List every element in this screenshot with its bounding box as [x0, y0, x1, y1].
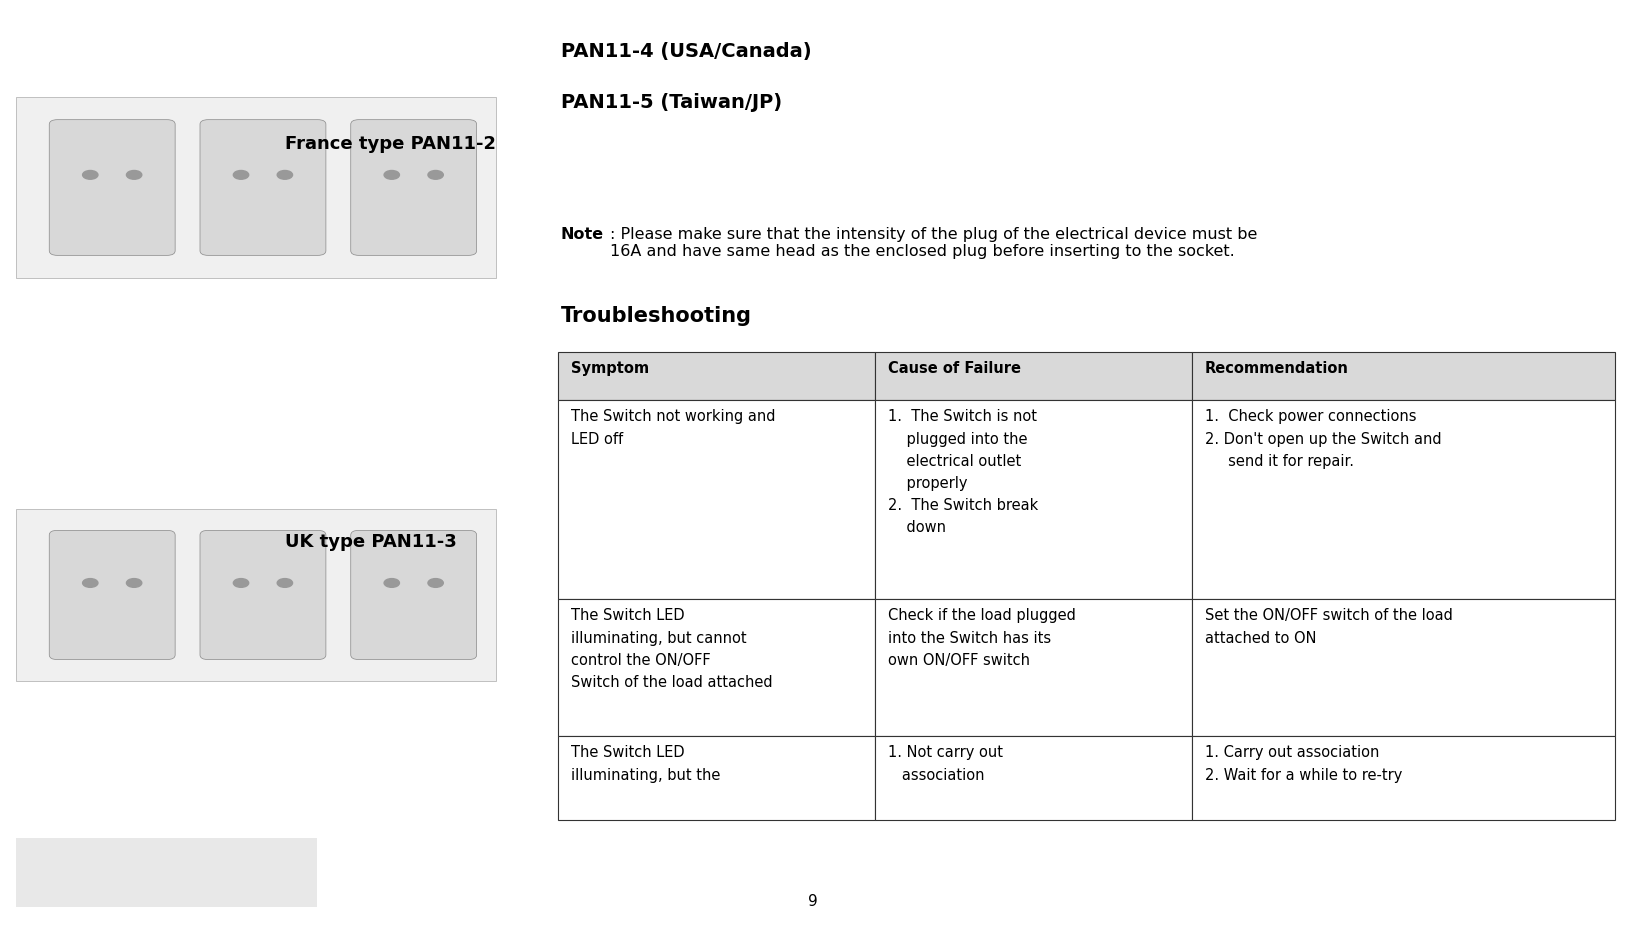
- FancyBboxPatch shape: [558, 400, 875, 599]
- Text: plugged into the: plugged into the: [888, 432, 1028, 446]
- Text: Symptom: Symptom: [571, 361, 649, 376]
- FancyBboxPatch shape: [49, 531, 176, 659]
- Text: 2. Wait for a while to re-try: 2. Wait for a while to re-try: [1205, 768, 1402, 782]
- Text: illuminating, but cannot: illuminating, but cannot: [571, 631, 746, 645]
- Text: 1. Not carry out: 1. Not carry out: [888, 745, 1003, 760]
- Circle shape: [83, 170, 98, 180]
- Text: send it for repair.: send it for repair.: [1205, 454, 1354, 469]
- FancyBboxPatch shape: [49, 119, 176, 256]
- FancyBboxPatch shape: [1192, 736, 1615, 820]
- Text: The Switch not working and: The Switch not working and: [571, 409, 776, 424]
- Circle shape: [276, 170, 293, 180]
- FancyBboxPatch shape: [200, 119, 325, 256]
- FancyBboxPatch shape: [558, 599, 875, 736]
- Text: properly: properly: [888, 476, 967, 491]
- Text: UK type PAN11-3: UK type PAN11-3: [285, 532, 457, 551]
- Text: 1.  The Switch is not: 1. The Switch is not: [888, 409, 1037, 424]
- Text: 2. Don't open up the Switch and: 2. Don't open up the Switch and: [1205, 432, 1442, 446]
- Text: PAN11-5 (Taiwan/JP): PAN11-5 (Taiwan/JP): [561, 93, 782, 112]
- Circle shape: [234, 170, 249, 180]
- Text: Check if the load plugged: Check if the load plugged: [888, 608, 1076, 623]
- Circle shape: [384, 170, 400, 180]
- Circle shape: [234, 579, 249, 587]
- FancyBboxPatch shape: [1192, 599, 1615, 736]
- Text: into the Switch has its: into the Switch has its: [888, 631, 1050, 645]
- FancyBboxPatch shape: [875, 599, 1192, 736]
- Text: association: association: [888, 768, 984, 782]
- FancyBboxPatch shape: [1192, 400, 1615, 599]
- Circle shape: [127, 170, 141, 180]
- Circle shape: [428, 579, 444, 587]
- Text: The Switch LED: The Switch LED: [571, 608, 685, 623]
- FancyBboxPatch shape: [16, 97, 496, 278]
- Text: control the ON/OFF: control the ON/OFF: [571, 653, 711, 668]
- FancyBboxPatch shape: [875, 400, 1192, 599]
- Text: 1. Carry out association: 1. Carry out association: [1205, 745, 1379, 760]
- Circle shape: [384, 579, 400, 587]
- FancyBboxPatch shape: [200, 531, 325, 659]
- Text: down: down: [888, 520, 946, 535]
- FancyBboxPatch shape: [16, 838, 317, 907]
- Circle shape: [83, 579, 98, 587]
- Text: LED off: LED off: [571, 432, 623, 446]
- Circle shape: [428, 170, 444, 180]
- Text: 1.  Check power connections: 1. Check power connections: [1205, 409, 1416, 424]
- FancyBboxPatch shape: [16, 509, 496, 681]
- FancyBboxPatch shape: [875, 352, 1192, 400]
- Text: : Please make sure that the intensity of the plug of the electrical device must : : Please make sure that the intensity of…: [610, 227, 1257, 259]
- Text: France type PAN11-2: France type PAN11-2: [285, 134, 496, 153]
- FancyBboxPatch shape: [1192, 352, 1615, 400]
- Text: Troubleshooting: Troubleshooting: [561, 306, 751, 326]
- FancyBboxPatch shape: [558, 736, 875, 820]
- Text: The Switch LED: The Switch LED: [571, 745, 685, 760]
- Text: own ON/OFF switch: own ON/OFF switch: [888, 653, 1029, 668]
- Text: Recommendation: Recommendation: [1205, 361, 1348, 376]
- FancyBboxPatch shape: [558, 352, 875, 400]
- Circle shape: [127, 579, 141, 587]
- Text: 9: 9: [808, 895, 818, 909]
- FancyBboxPatch shape: [875, 736, 1192, 820]
- Text: Set the ON/OFF switch of the load: Set the ON/OFF switch of the load: [1205, 608, 1452, 623]
- Text: attached to ON: attached to ON: [1205, 631, 1317, 645]
- Circle shape: [276, 579, 293, 587]
- Text: illuminating, but the: illuminating, but the: [571, 768, 720, 782]
- Text: 2.  The Switch break: 2. The Switch break: [888, 498, 1037, 513]
- Text: electrical outlet: electrical outlet: [888, 454, 1021, 469]
- FancyBboxPatch shape: [351, 531, 476, 659]
- Text: Note: Note: [561, 227, 605, 242]
- Text: PAN11-4 (USA/Canada): PAN11-4 (USA/Canada): [561, 42, 811, 61]
- Text: Cause of Failure: Cause of Failure: [888, 361, 1021, 376]
- Text: Switch of the load attached: Switch of the load attached: [571, 675, 772, 690]
- FancyBboxPatch shape: [351, 119, 476, 256]
